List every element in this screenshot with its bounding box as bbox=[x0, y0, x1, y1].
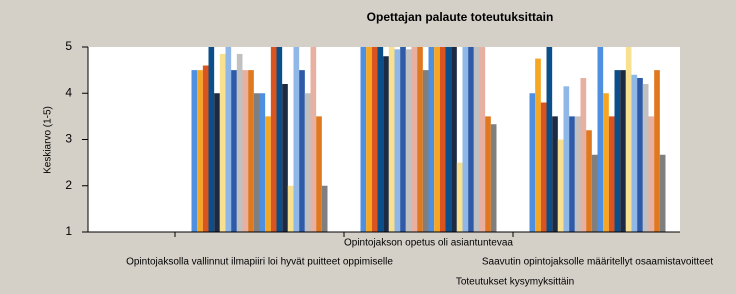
bar bbox=[563, 86, 570, 232]
y-tick-label: 5 bbox=[65, 39, 72, 53]
bar bbox=[631, 74, 638, 232]
bar bbox=[377, 47, 384, 232]
bar bbox=[428, 47, 435, 232]
bar bbox=[265, 116, 271, 232]
bar bbox=[648, 116, 655, 232]
bar bbox=[225, 47, 232, 232]
bar bbox=[248, 70, 254, 232]
bar bbox=[253, 93, 260, 232]
bar bbox=[473, 47, 480, 232]
bar bbox=[462, 47, 469, 232]
bar bbox=[468, 47, 474, 232]
bar bbox=[219, 53, 226, 232]
bar bbox=[659, 154, 666, 232]
chart-title: Opettajan palaute toteutuksittain bbox=[367, 10, 554, 24]
bar bbox=[371, 47, 378, 232]
bar bbox=[293, 47, 300, 232]
bar bbox=[642, 84, 649, 232]
bar bbox=[417, 47, 423, 232]
bar bbox=[366, 47, 372, 232]
bar bbox=[557, 139, 564, 232]
bar bbox=[231, 70, 237, 232]
bar bbox=[586, 130, 592, 232]
bar bbox=[546, 47, 553, 232]
bar bbox=[620, 70, 626, 232]
bar bbox=[637, 77, 643, 232]
bar bbox=[597, 47, 604, 232]
bar bbox=[287, 185, 294, 232]
bar bbox=[383, 56, 389, 232]
bar bbox=[360, 47, 367, 232]
bar bbox=[242, 70, 249, 232]
y-tick-label: 2 bbox=[65, 178, 72, 192]
x-tick-label: Opintojaksolla vallinnut ilmapiiri loi h… bbox=[126, 257, 393, 268]
y-tick-label: 3 bbox=[65, 132, 72, 146]
bar bbox=[405, 49, 412, 232]
bar bbox=[388, 47, 395, 232]
bar bbox=[654, 70, 660, 232]
bar bbox=[540, 102, 547, 232]
bar bbox=[282, 84, 288, 232]
bar bbox=[202, 65, 209, 232]
bar bbox=[591, 154, 598, 232]
bar bbox=[400, 47, 406, 232]
bar bbox=[608, 116, 615, 232]
y-tick-label: 1 bbox=[65, 224, 72, 238]
bar bbox=[603, 93, 609, 232]
bar bbox=[276, 47, 283, 232]
bar bbox=[191, 70, 198, 232]
bar bbox=[625, 47, 632, 232]
x-tick-label: Saavutin opintojaksolle määritellyt osaa… bbox=[482, 257, 713, 268]
bar bbox=[535, 58, 541, 232]
bar bbox=[394, 49, 401, 232]
bar bbox=[574, 116, 581, 232]
bar bbox=[422, 70, 429, 232]
bar bbox=[456, 162, 463, 232]
bar bbox=[445, 47, 452, 232]
bar bbox=[580, 77, 587, 232]
bar bbox=[479, 47, 486, 232]
bar bbox=[214, 93, 220, 232]
bar bbox=[569, 116, 575, 232]
bar bbox=[304, 93, 311, 232]
bar bbox=[411, 47, 418, 232]
bar bbox=[310, 47, 317, 232]
bar bbox=[197, 70, 203, 232]
bar bbox=[316, 116, 322, 232]
bar bbox=[439, 47, 446, 232]
bar bbox=[434, 47, 440, 232]
bar bbox=[614, 70, 621, 232]
bar bbox=[529, 93, 536, 232]
bar bbox=[299, 70, 305, 232]
bar bbox=[552, 116, 558, 232]
bar bbox=[270, 47, 277, 232]
bar bbox=[490, 124, 497, 232]
bar bbox=[485, 116, 491, 232]
bar bbox=[208, 47, 215, 232]
x-tick-label: Opintojakson opetus oli asiantuntevaa bbox=[344, 238, 513, 249]
bar bbox=[259, 93, 266, 232]
bar bbox=[321, 185, 328, 232]
bar bbox=[451, 47, 457, 232]
x-axis-label: Toteutukset kysymyksittäin bbox=[456, 277, 574, 288]
bar bbox=[236, 53, 243, 232]
y-tick-label: 4 bbox=[65, 85, 72, 99]
y-axis-label: Keskiarvo (1-5) bbox=[43, 106, 54, 174]
